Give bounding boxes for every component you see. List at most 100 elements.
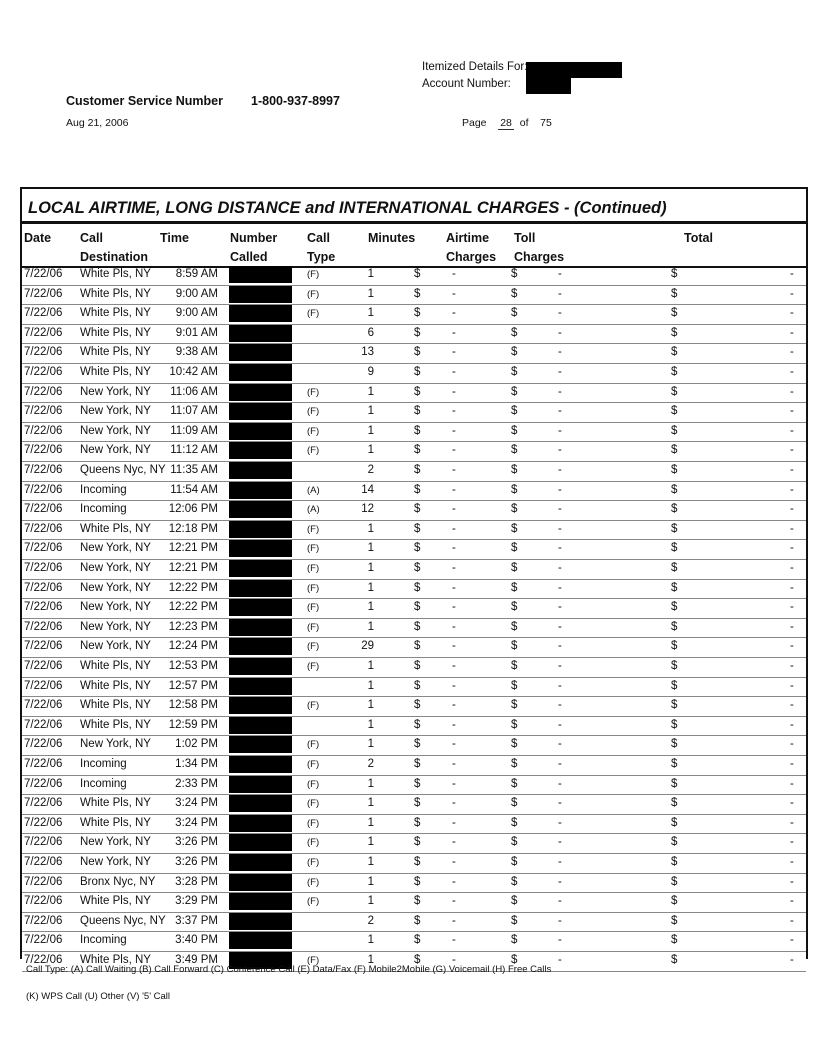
cell-destination: New York, NY bbox=[80, 385, 151, 398]
page-total: 75 bbox=[540, 117, 552, 129]
cell-minutes: 1 bbox=[367, 405, 374, 418]
cell-destination: New York, NY bbox=[80, 542, 151, 555]
airtime-value: - bbox=[452, 914, 456, 927]
cell-minutes: 1 bbox=[367, 307, 374, 320]
table-row: 7/22/06 White Pls, NY 12:59 PM 1 $ - $ - $ - bbox=[22, 716, 806, 737]
redacted-number bbox=[229, 854, 292, 871]
cell-time: 12:23 PM bbox=[168, 620, 218, 633]
toll-value: - bbox=[558, 601, 562, 614]
airtime-value: - bbox=[452, 954, 456, 966]
cell-time: 3:29 PM bbox=[175, 895, 218, 908]
cell-destination: White Pls, NY bbox=[80, 699, 151, 712]
toll-currency: $ bbox=[511, 738, 518, 751]
cell-time: 3:37 PM bbox=[175, 914, 218, 927]
cell-destination: White Pls, NY bbox=[80, 660, 151, 672]
total-currency: $ bbox=[671, 954, 678, 966]
table-row: 7/22/06 Incoming 1:34 PM (F) 2 $ - $ - $ - bbox=[22, 755, 806, 776]
total-value: - bbox=[790, 836, 794, 849]
cell-destination: New York, NY bbox=[80, 856, 151, 868]
cell-time: 11:35 AM bbox=[170, 464, 218, 476]
total-currency: $ bbox=[671, 483, 678, 496]
airtime-value: - bbox=[452, 464, 456, 476]
total-value: - bbox=[790, 542, 794, 555]
col-date: Date bbox=[24, 231, 52, 245]
airtime-currency: $ bbox=[414, 816, 421, 829]
cell-destination: White Pls, NY bbox=[80, 679, 151, 692]
table-row: 7/22/06 White Pls, NY 3:29 PM (F) 1 $ - $ - $ - bbox=[22, 892, 806, 913]
airtime-currency: $ bbox=[414, 777, 421, 790]
toll-currency: $ bbox=[511, 483, 518, 496]
airtime-currency: $ bbox=[414, 366, 421, 378]
airtime-currency: $ bbox=[414, 405, 421, 418]
redacted-number bbox=[229, 324, 292, 342]
cell-call-type: (F) bbox=[307, 778, 320, 790]
airtime-currency: $ bbox=[414, 934, 421, 947]
airtime-currency: $ bbox=[414, 895, 421, 908]
cell-call-type: (F) bbox=[307, 523, 320, 535]
cell-date: 7/22/06 bbox=[24, 268, 63, 280]
redacted-number bbox=[229, 638, 292, 656]
table-row: 7/22/06 New York, NY 11:09 AM (F) 1 $ - $ - $ - bbox=[22, 422, 806, 443]
cell-call-type: (F) bbox=[307, 445, 320, 457]
redacted-number bbox=[229, 893, 292, 911]
cell-minutes: 29 bbox=[361, 640, 374, 653]
cell-date: 7/22/06 bbox=[24, 895, 63, 908]
total-currency: $ bbox=[671, 562, 678, 574]
toll-currency: $ bbox=[511, 699, 518, 712]
cell-destination: White Pls, NY bbox=[80, 522, 151, 535]
cell-destination: New York, NY bbox=[80, 620, 151, 633]
table-row: 7/22/06 New York, NY 12:22 PM (F) 1 $ - $ - $ - bbox=[22, 598, 806, 619]
cell-time: 8:59 AM bbox=[175, 268, 218, 280]
airtime-currency: $ bbox=[414, 601, 421, 614]
redacted-number bbox=[229, 462, 292, 479]
total-value: - bbox=[790, 777, 794, 790]
airtime-currency: $ bbox=[414, 914, 421, 927]
total-value: - bbox=[790, 601, 794, 614]
total-value: - bbox=[790, 816, 794, 829]
table-row: 7/22/06 New York, NY 3:26 PM (F) 1 $ - $ - $ - bbox=[22, 833, 806, 854]
cell-date: 7/22/06 bbox=[24, 875, 63, 888]
cell-destination: White Pls, NY bbox=[80, 268, 151, 280]
cell-date: 7/22/06 bbox=[24, 542, 63, 555]
redacted-number bbox=[229, 579, 292, 597]
toll-currency: $ bbox=[511, 895, 518, 908]
toll-value: - bbox=[558, 660, 562, 672]
cell-date: 7/22/06 bbox=[24, 483, 63, 496]
cell-destination: White Pls, NY bbox=[80, 718, 151, 731]
page-of: of bbox=[519, 117, 529, 129]
cell-minutes: 1 bbox=[367, 385, 374, 398]
redacted-number bbox=[229, 305, 292, 323]
cell-date: 7/22/06 bbox=[24, 326, 63, 339]
cell-minutes: 1 bbox=[367, 816, 374, 829]
cell-time: 11:06 AM bbox=[170, 385, 218, 398]
cell-time: 3:49 PM bbox=[175, 954, 218, 966]
cell-date: 7/22/06 bbox=[24, 777, 63, 790]
cell-call-type: (F) bbox=[307, 543, 320, 555]
total-currency: $ bbox=[671, 464, 678, 476]
airtime-currency: $ bbox=[414, 660, 421, 672]
total-value: - bbox=[790, 346, 794, 359]
cell-minutes: 1 bbox=[367, 542, 374, 555]
toll-currency: $ bbox=[511, 601, 518, 614]
airtime-value: - bbox=[452, 718, 456, 731]
airtime-value: - bbox=[452, 326, 456, 339]
cell-call-type: (A) bbox=[307, 504, 320, 516]
cell-minutes: 2 bbox=[367, 914, 374, 927]
table-row: 7/22/06 White Pls, NY 8:59 AM (F) 1 $ - $ - $ - bbox=[22, 265, 806, 286]
airtime-value: - bbox=[452, 444, 456, 457]
airtime-value: - bbox=[452, 385, 456, 398]
cell-minutes: 1 bbox=[367, 875, 374, 888]
cell-destination: White Pls, NY bbox=[80, 307, 151, 320]
total-value: - bbox=[790, 856, 794, 868]
redacted-number bbox=[229, 795, 292, 813]
total-value: - bbox=[790, 934, 794, 947]
table-row: 7/22/06 Bronx Nyc, NY 3:28 PM (F) 1 $ - $ - $ - bbox=[22, 873, 806, 894]
cell-date: 7/22/06 bbox=[24, 424, 63, 437]
cell-minutes: 1 bbox=[367, 777, 374, 790]
toll-currency: $ bbox=[511, 875, 518, 888]
toll-currency: $ bbox=[511, 836, 518, 849]
airtime-currency: $ bbox=[414, 464, 421, 476]
toll-value: - bbox=[558, 738, 562, 751]
cell-time: 12:53 PM bbox=[168, 660, 218, 672]
